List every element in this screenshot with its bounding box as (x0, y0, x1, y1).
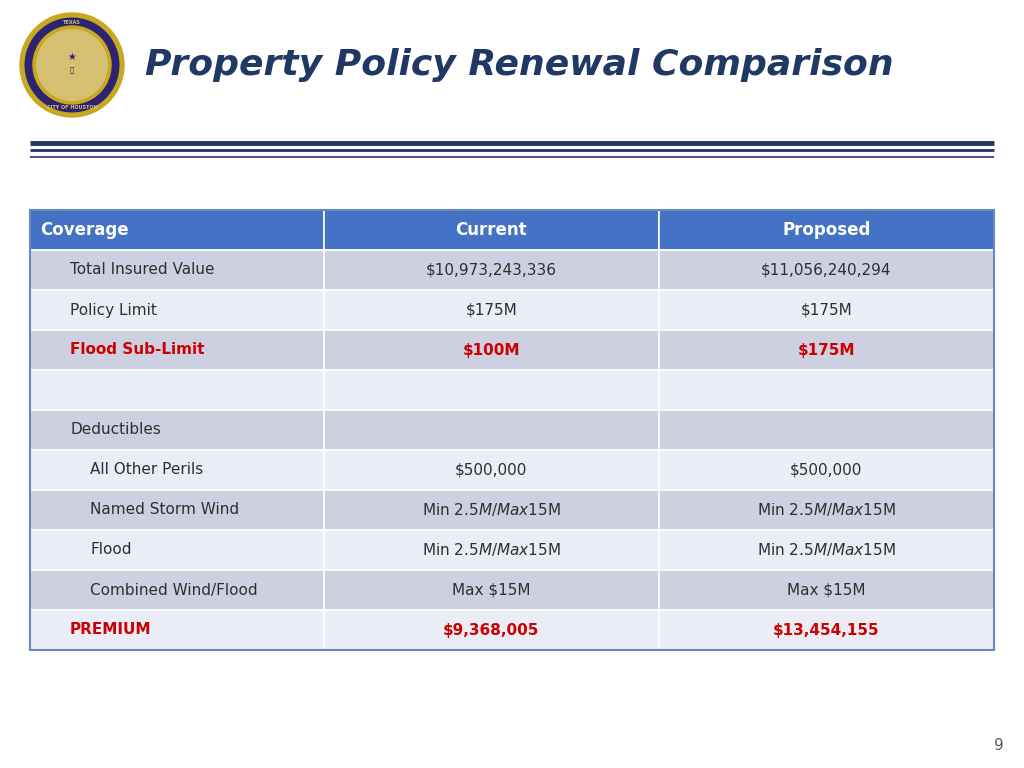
Text: Deductibles: Deductibles (70, 422, 161, 438)
FancyBboxPatch shape (324, 330, 658, 370)
Circle shape (20, 13, 124, 117)
Text: $175M: $175M (801, 303, 852, 317)
Text: $500,000: $500,000 (791, 462, 862, 478)
FancyBboxPatch shape (658, 370, 994, 410)
Text: Total Insured Value: Total Insured Value (70, 263, 214, 277)
Text: Named Storm Wind: Named Storm Wind (90, 502, 240, 518)
Text: PREMIUM: PREMIUM (70, 623, 152, 637)
Text: 🚂: 🚂 (70, 67, 74, 73)
Text: All Other Perils: All Other Perils (90, 462, 203, 478)
Text: 9: 9 (994, 738, 1004, 753)
FancyBboxPatch shape (324, 530, 658, 570)
Text: $9,368,005: $9,368,005 (443, 623, 540, 637)
Text: $175M: $175M (465, 303, 517, 317)
Text: Min $2.5M / Max $15M: Min $2.5M / Max $15M (757, 541, 896, 558)
Text: Max $15M: Max $15M (787, 582, 865, 598)
FancyBboxPatch shape (30, 250, 324, 290)
FancyBboxPatch shape (324, 570, 658, 610)
Text: CITY OF HOUSTON: CITY OF HOUSTON (47, 105, 97, 110)
FancyBboxPatch shape (658, 210, 994, 250)
FancyBboxPatch shape (658, 530, 994, 570)
FancyBboxPatch shape (658, 250, 994, 290)
Text: TEXAS: TEXAS (63, 20, 81, 25)
FancyBboxPatch shape (658, 610, 994, 650)
Text: Policy Limit: Policy Limit (70, 303, 157, 317)
FancyBboxPatch shape (30, 290, 324, 330)
FancyBboxPatch shape (324, 450, 658, 490)
FancyBboxPatch shape (30, 570, 324, 610)
Text: Flood Sub-Limit: Flood Sub-Limit (70, 343, 205, 357)
FancyBboxPatch shape (658, 570, 994, 610)
FancyBboxPatch shape (658, 410, 994, 450)
Text: Flood: Flood (90, 542, 131, 558)
Text: Combined Wind/Flood: Combined Wind/Flood (90, 582, 258, 598)
FancyBboxPatch shape (324, 370, 658, 410)
Text: Coverage: Coverage (40, 221, 129, 239)
FancyBboxPatch shape (658, 290, 994, 330)
FancyBboxPatch shape (658, 490, 994, 530)
Text: Min $2.5M / Max $15M: Min $2.5M / Max $15M (422, 502, 561, 518)
Circle shape (33, 26, 111, 104)
FancyBboxPatch shape (30, 490, 324, 530)
FancyBboxPatch shape (658, 330, 994, 370)
Text: Max $15M: Max $15M (452, 582, 530, 598)
FancyBboxPatch shape (324, 250, 658, 290)
Text: Min $2.5M / Max $15M: Min $2.5M / Max $15M (422, 541, 561, 558)
Text: $10,973,243,336: $10,973,243,336 (426, 263, 557, 277)
Circle shape (26, 18, 119, 112)
Text: Property Policy Renewal Comparison: Property Policy Renewal Comparison (145, 48, 894, 82)
Circle shape (37, 30, 108, 101)
Text: Proposed: Proposed (782, 221, 870, 239)
FancyBboxPatch shape (30, 210, 324, 250)
FancyBboxPatch shape (324, 490, 658, 530)
FancyBboxPatch shape (30, 410, 324, 450)
FancyBboxPatch shape (30, 450, 324, 490)
Text: $500,000: $500,000 (455, 462, 527, 478)
Text: Current: Current (456, 221, 527, 239)
FancyBboxPatch shape (658, 450, 994, 490)
FancyBboxPatch shape (30, 530, 324, 570)
FancyBboxPatch shape (324, 290, 658, 330)
Text: $175M: $175M (798, 343, 855, 357)
FancyBboxPatch shape (324, 410, 658, 450)
FancyBboxPatch shape (324, 610, 658, 650)
FancyBboxPatch shape (30, 370, 324, 410)
FancyBboxPatch shape (30, 330, 324, 370)
FancyBboxPatch shape (324, 210, 658, 250)
Text: $11,056,240,294: $11,056,240,294 (761, 263, 892, 277)
Text: Min $2.5M / Max $15M: Min $2.5M / Max $15M (757, 502, 896, 518)
Text: $100M: $100M (463, 343, 520, 357)
Text: ★: ★ (68, 52, 77, 62)
Text: $13,454,155: $13,454,155 (773, 623, 880, 637)
FancyBboxPatch shape (30, 610, 324, 650)
